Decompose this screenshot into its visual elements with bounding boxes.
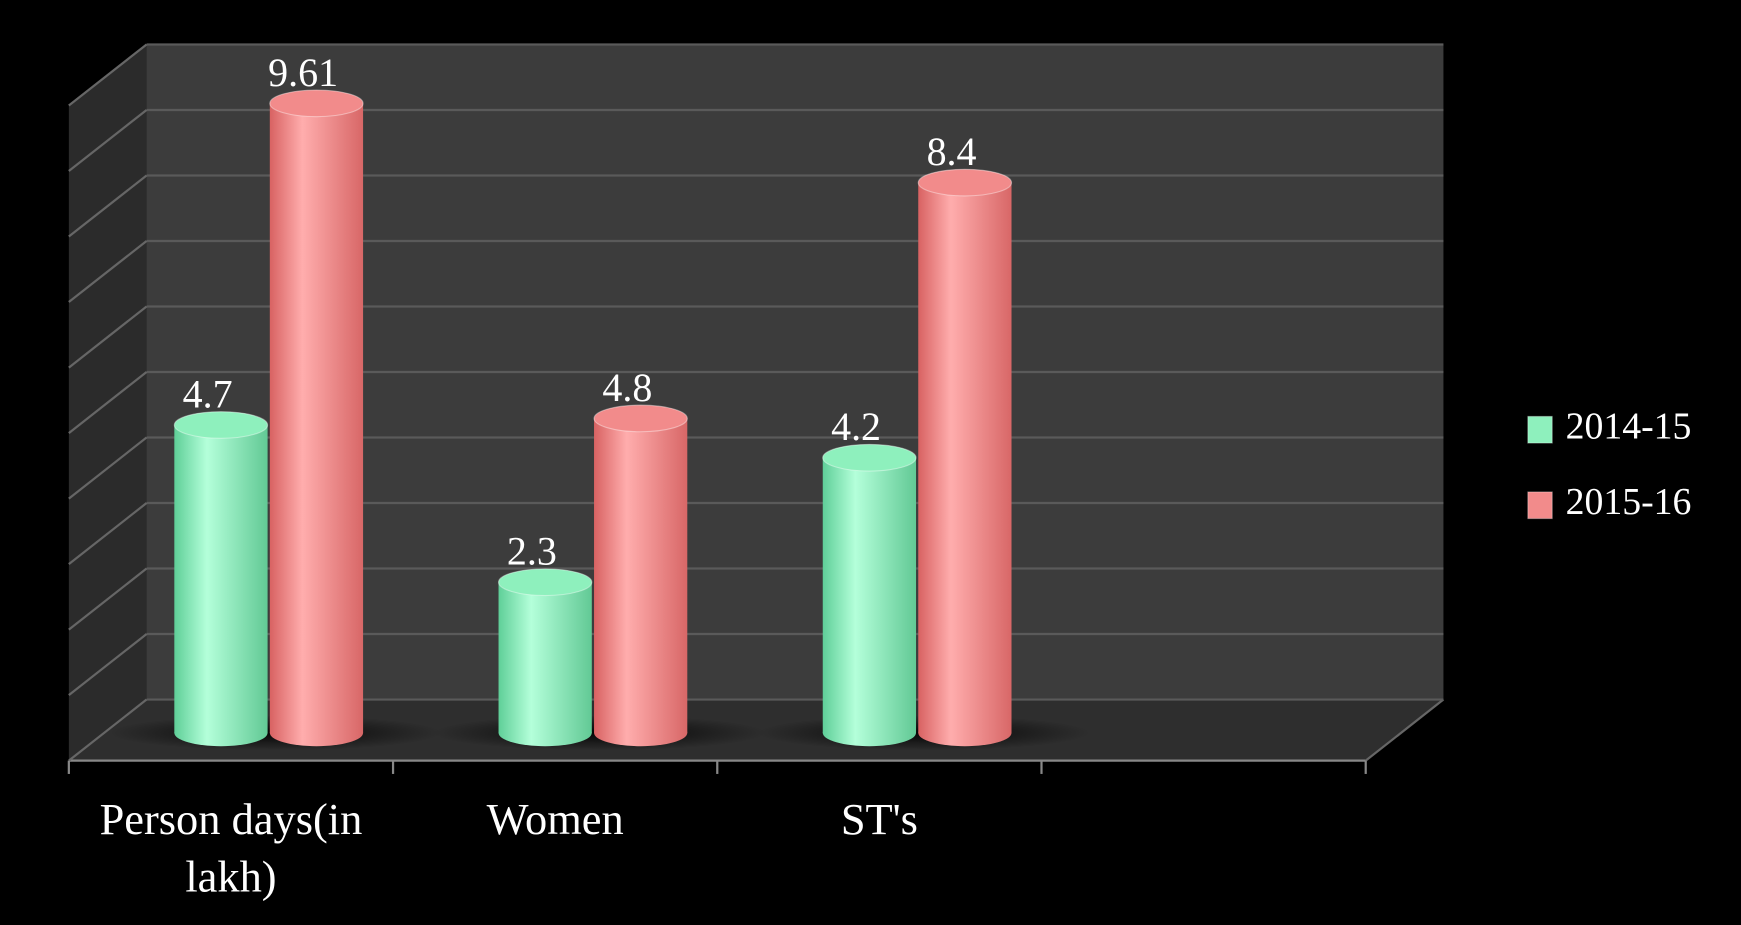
value-label: 8.4: [927, 129, 977, 174]
x-tick-label: Women: [486, 793, 624, 844]
bar: [822, 443, 917, 747]
y-tick: [68, 371, 148, 434]
x-label-box: Person days(in lakh): [99, 793, 363, 902]
bar-body: [822, 457, 917, 733]
bar: [917, 168, 1013, 747]
y-tick: [68, 436, 148, 500]
bar-base: [918, 719, 1012, 747]
bar-cap: [497, 568, 593, 597]
bar: [269, 89, 364, 747]
bar-base: [174, 719, 268, 747]
x-label-box: Women: [486, 793, 624, 844]
bar-body: [174, 424, 268, 733]
y-tick: [68, 240, 148, 303]
x-tick-label: Person days(in lakh): [99, 793, 363, 902]
floor-edge: [1365, 698, 1445, 762]
value-label: 9.61: [268, 50, 338, 95]
bar-body: [269, 103, 364, 733]
bar-cap: [593, 404, 688, 433]
value-label: 4.8: [602, 365, 652, 410]
bar-base: [498, 719, 592, 747]
bar-cap: [822, 443, 917, 472]
bar-body: [498, 582, 592, 733]
y-tick: [68, 43, 148, 107]
legend-swatch: [1527, 491, 1553, 520]
y-tick: [68, 174, 148, 238]
bar: [173, 411, 269, 747]
legend-swatch: [1527, 415, 1553, 444]
bar-body: [918, 182, 1012, 733]
y-tick: [68, 698, 148, 762]
bar-body: [594, 418, 688, 733]
bar-base: [269, 719, 364, 747]
value-label: 4.7: [183, 371, 233, 416]
bar-cap: [269, 89, 364, 118]
x-label-box: ST's: [840, 793, 918, 844]
bar: [593, 404, 688, 747]
y-tick: [68, 567, 148, 631]
bar-cap: [173, 411, 269, 439]
y-tick: [68, 109, 148, 172]
y-tick: [68, 633, 148, 696]
legend-label: 2015-16: [1566, 481, 1692, 523]
bar-cap: [917, 168, 1013, 197]
bar-base: [822, 719, 917, 747]
bar: [497, 568, 593, 747]
legend-label: 2014-15: [1566, 405, 1692, 447]
value-label: 2.3: [507, 529, 557, 574]
y-tick: [68, 305, 148, 369]
x-tick-label: ST's: [840, 793, 918, 844]
value-label: 4.2: [831, 404, 881, 449]
bar-base: [594, 719, 688, 747]
y-tick: [68, 502, 148, 565]
